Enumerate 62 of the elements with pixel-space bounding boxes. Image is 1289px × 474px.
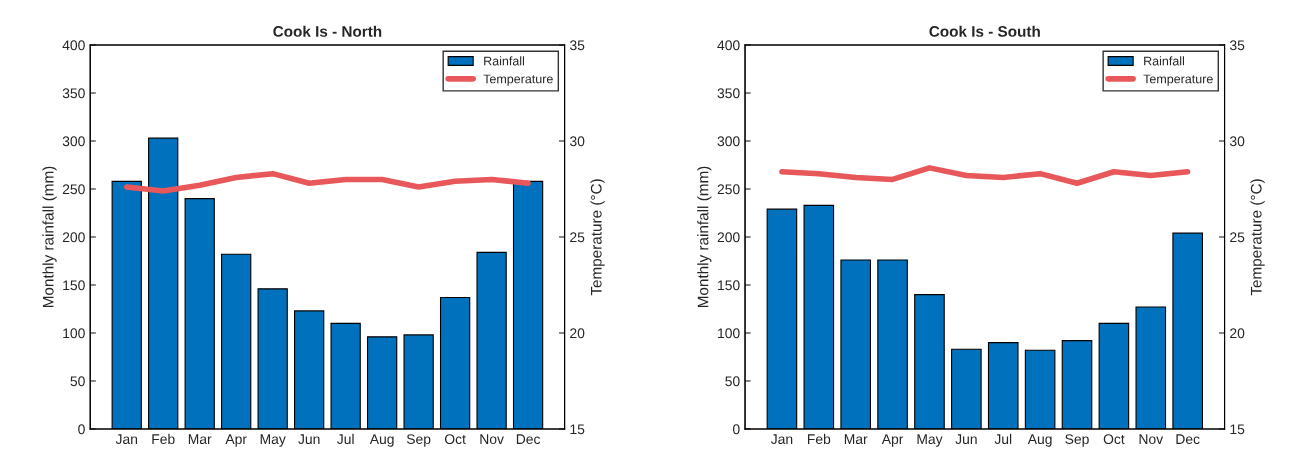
x-tick-label: Mar (844, 434, 868, 445)
y2-tick-label: 25 (1230, 232, 1245, 243)
y2-tick-label: 35 (569, 40, 585, 51)
x-tick-label: Dec (516, 434, 541, 445)
y-tick-label: 0 (733, 424, 740, 435)
x-tick-label: Oct (444, 434, 466, 445)
y-tick-label: 150 (63, 280, 85, 291)
x-tick-label: Jan (115, 434, 138, 445)
x-tick-label: Feb (152, 433, 175, 445)
x-tick-label: Nov (1139, 434, 1164, 445)
x-tick-label: Feb (807, 433, 831, 445)
x-tick-label: Apr (881, 434, 904, 447)
x-tick-label: Sep (1065, 434, 1089, 447)
y-tick-label: 350 (717, 88, 740, 99)
x-tick-label: Apr (225, 434, 247, 447)
y-tick-label: 250 (62, 184, 85, 195)
x-tick-label: Aug (1027, 434, 1052, 447)
chart-title: Cook Is - South (929, 25, 1040, 37)
x-tick-label: Jun (955, 434, 977, 445)
y-tick-label: 0 (78, 424, 85, 435)
x-tick-label: Jul (336, 433, 354, 445)
y-tick-label: 50 (725, 376, 740, 387)
y-tick-label: 100 (718, 328, 740, 339)
y-axis-title: Monthly rainfall (mm) (697, 166, 712, 308)
x-tick-label: Mar (188, 434, 212, 445)
y-tick-label: 350 (62, 88, 85, 99)
x-tick-label: Oct (1103, 434, 1125, 445)
x-tick-label: Aug (369, 434, 394, 447)
y-tick-label: 300 (717, 136, 740, 147)
legend-label: Rainfall (1144, 56, 1184, 66)
x-tick-label: May (917, 434, 943, 447)
y-tick-label: 250 (717, 184, 740, 195)
y-tick-label: 400 (717, 40, 740, 51)
legend-label: Temperature (1143, 74, 1213, 86)
y2-tick-label: 20 (570, 328, 585, 339)
y2-tick-label: 30 (569, 136, 585, 147)
x-tick-label: Dec (1176, 434, 1200, 445)
chart-title: Cook Is - North (273, 25, 382, 37)
x-tick-label: May (260, 434, 286, 447)
y-tick-label: 50 (70, 376, 85, 387)
legend-label: Temperature (483, 74, 553, 86)
x-tick-label: Jan (770, 434, 793, 445)
y2-tick-label: 15 (570, 424, 585, 435)
y-tick-label: 200 (717, 232, 740, 243)
y-tick-label: 100 (63, 328, 85, 339)
y2-axis-title: Temperature (°C) (590, 179, 605, 296)
x-tick-label: Sep (406, 434, 431, 447)
y-tick-label: 300 (62, 136, 85, 147)
y-tick-label: 150 (718, 280, 740, 291)
x-tick-label: Jul (994, 433, 1012, 445)
legend-label: Rainfall (484, 56, 525, 66)
x-tick-label: Jun (298, 434, 320, 445)
y2-axis-title: Temperature (°C) (1250, 179, 1265, 296)
y2-tick-label: 35 (1229, 40, 1245, 51)
y-tick-label: 200 (62, 232, 85, 243)
y2-tick-label: 25 (570, 232, 585, 243)
y-axis-title: Monthly rainfall (mm) (42, 166, 57, 308)
y2-tick-label: 15 (1230, 424, 1245, 435)
y2-tick-label: 30 (1229, 136, 1245, 147)
y2-tick-label: 20 (1230, 328, 1245, 339)
x-tick-label: Nov (480, 434, 504, 445)
y-tick-label: 400 (62, 40, 85, 51)
